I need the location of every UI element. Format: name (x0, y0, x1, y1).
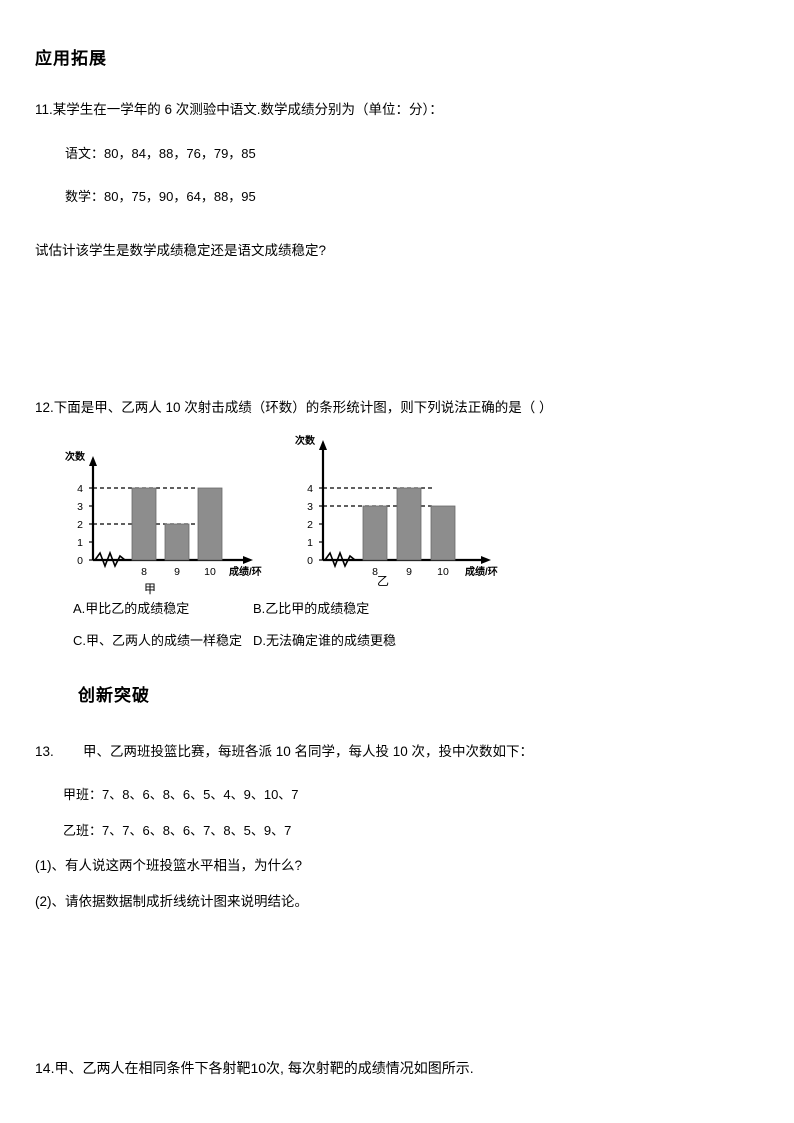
x-label-10: 10 (204, 566, 216, 578)
y-axis-title: 次数 (65, 450, 86, 463)
question-12-option-d[interactable]: D.无法确定谁的成绩更稳 (253, 633, 397, 648)
y-label-1: 1 (77, 537, 83, 549)
x-label-10: 10 (437, 566, 449, 578)
question-11-ask: 试估计该学生是数学成绩稳定还是语文成绩稳定? (35, 243, 327, 258)
bar-chart-jia-svg: 0 1 2 3 4 8 9 10 次数 成绩/环 (65, 450, 262, 578)
y-label-4: 4 (77, 483, 83, 495)
question-13-sub-1: (1)、有人说这两个班投篮水平相当，为什么? (35, 858, 303, 873)
question-12-option-a[interactable]: A.甲比乙的成绩稳定 (73, 601, 190, 616)
bar-8 (362, 505, 388, 561)
bar-chart-jia: 0 1 2 3 4 8 9 10 次数 成绩/环 (45, 448, 265, 578)
bar-chart-yi-svg: 0 1 2 3 4 8 9 10 次数 成绩/环 (295, 434, 498, 578)
bar-chart-yi: 0 1 2 3 4 8 9 10 次数 成绩/环 (275, 432, 510, 578)
y-label-4: 4 (307, 483, 313, 495)
x-axis-arrow (481, 556, 491, 564)
y-label-0: 0 (307, 555, 313, 567)
question-13-sub-2: (2)、请依据数据制成折线统计图来说明结论。 (35, 894, 308, 909)
y-label-2: 2 (307, 519, 313, 531)
y-axis-arrow (89, 456, 97, 466)
section-heading-applied: 应用拓展 (35, 49, 107, 68)
question-11-line-chinese: 语文：80，84，88，76，79，85 (65, 146, 256, 161)
x-label-9: 9 (174, 566, 180, 578)
y-axis-title: 次数 (295, 434, 316, 447)
question-11-stem: 11.某学生在一学年的 6 次测验中语文.数学成绩分别为（单位：分）： (35, 102, 443, 117)
bar-10 (430, 505, 456, 561)
question-12-option-b[interactable]: B.乙比甲的成绩稳定 (253, 601, 370, 616)
question-14-stem: 14.甲、乙两人在相同条件下各射靶10次, 每次射靶的成绩情况如图所示. (35, 1060, 474, 1076)
y-label-0: 0 (77, 555, 83, 567)
question-13-line-jia: 甲班：7、8、6、8、6、5、4、9、10、7 (63, 787, 299, 802)
x-label-8: 8 (141, 566, 147, 578)
question-13-line-yi: 乙班：7、7、6、8、6、7、8、5、9、7 (63, 823, 292, 838)
axis-break-zigzag (94, 550, 126, 569)
x-axis-arrow (243, 556, 253, 564)
y-label-2: 2 (77, 519, 83, 531)
x-label-8: 8 (372, 566, 378, 578)
y-label-1: 1 (307, 537, 313, 549)
bar-8 (131, 487, 157, 561)
y-axis-arrow (319, 440, 327, 450)
x-axis-title: 成绩/环 (465, 565, 498, 578)
question-13-stem: 甲、乙两班投篮比赛，每班各派 10 名同学，每人投 10 次，投中次数如下： (83, 744, 534, 759)
bar-9 (164, 523, 190, 561)
x-axis-title: 成绩/环 (229, 565, 262, 578)
chart-caption-jia: 甲 (143, 582, 156, 596)
chart-caption-yi: 乙 (376, 574, 389, 588)
question-12-stem: 12.下面是甲、乙两人 10 次射击成绩（环数）的条形统计图，则下列说法正确的是… (35, 400, 553, 415)
question-12-option-c[interactable]: C.甲、乙两人的成绩一样稳定 (73, 633, 243, 648)
bar-9 (396, 487, 422, 561)
x-label-9: 9 (406, 566, 412, 578)
section-heading-innovation: 创新突破 (78, 686, 150, 705)
axis-break-zigzag (324, 550, 356, 569)
y-label-3: 3 (307, 501, 313, 513)
bar-10 (197, 487, 223, 561)
y-label-3: 3 (77, 501, 83, 513)
question-11-line-math: 数学：80，75，90，64，88，95 (65, 189, 256, 204)
question-13-number: 13. (35, 744, 54, 759)
